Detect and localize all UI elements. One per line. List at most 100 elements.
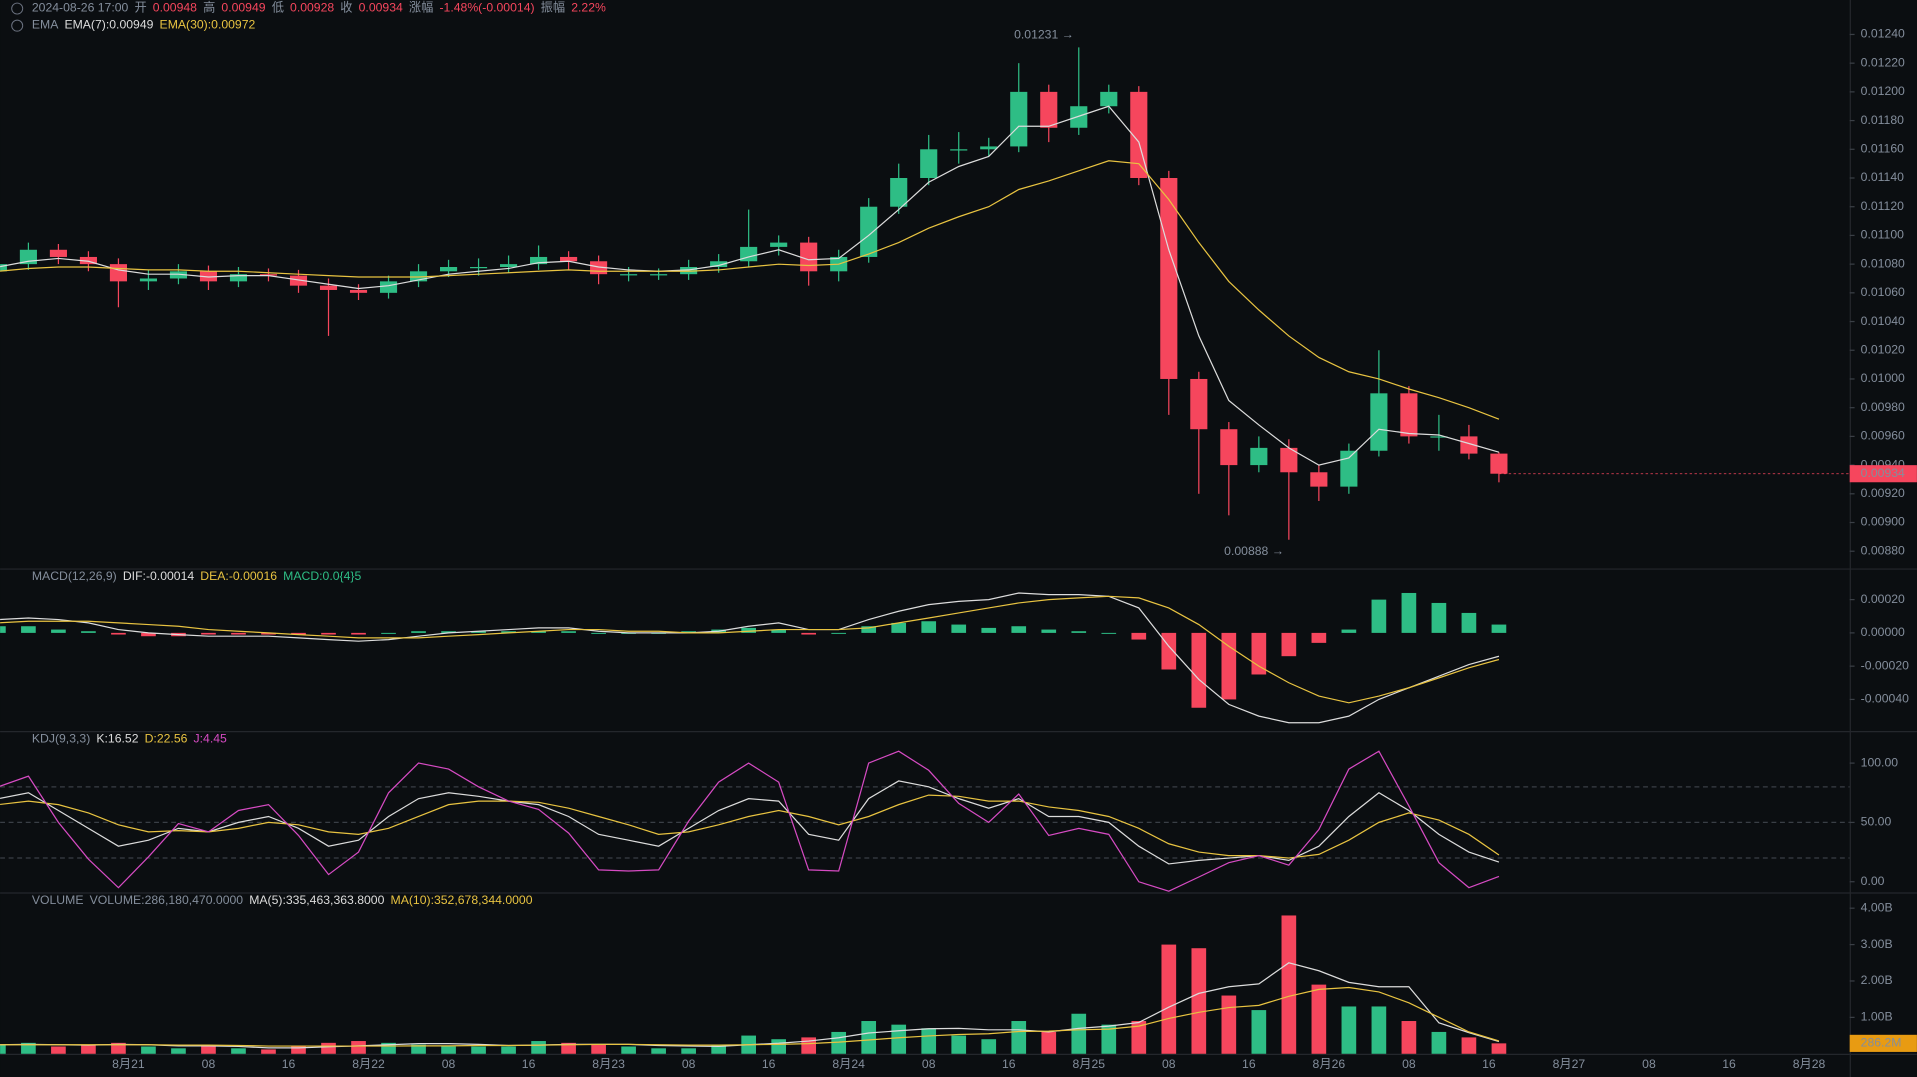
header-item: 2024-08-26 17:00 (32, 1, 129, 15)
y-tick-label: 0.01000 (1861, 371, 1905, 385)
x-tick-label: 16 (282, 1057, 296, 1071)
volume-bar (1251, 1010, 1267, 1054)
macd-bar (981, 627, 997, 633)
macd-bar (1491, 624, 1507, 633)
x-tick-label: 08 (1402, 1057, 1416, 1071)
y-tick-label: -0.00040 (1861, 692, 1909, 706)
candle-body (49, 249, 67, 257)
x-tick-label: 16 (762, 1057, 776, 1071)
volume-bar (531, 1041, 546, 1054)
volume-bar (1401, 1021, 1417, 1054)
x-tick-label: 8月21 (112, 1057, 145, 1071)
high-annotation: 0.01231 → (1014, 27, 1074, 41)
y-tick-label: 0.01220 (1861, 55, 1905, 69)
macd-bar (771, 629, 787, 633)
candle-body (1340, 450, 1358, 487)
y-tick-label: 0.01040 (1861, 314, 1905, 328)
header-item: 振幅 (541, 0, 565, 15)
macd-bar (111, 632, 126, 635)
candle-body (1490, 453, 1508, 474)
macd-bar (441, 631, 456, 633)
volume-bar (201, 1046, 216, 1054)
macd-bar (1131, 632, 1147, 640)
indicator-line (0, 986, 1500, 1047)
macd-bar (801, 632, 817, 635)
candle-body (259, 274, 278, 276)
volume-bar (651, 1048, 666, 1054)
collapse-icon[interactable] (11, 2, 24, 15)
x-tick-label: 08 (1162, 1057, 1176, 1071)
indicator-line (0, 780, 1500, 865)
volume-bar (1221, 995, 1237, 1054)
candle-body (199, 271, 218, 282)
volume-bar (171, 1048, 186, 1054)
y-tick-label: 2.00B (1861, 973, 1893, 987)
candle-body (289, 275, 308, 286)
volume-tag-label: 286.2M (1861, 1036, 1902, 1050)
collapse-icon[interactable] (11, 19, 24, 32)
last-price-label: 0.00934 (1861, 466, 1905, 480)
macd-bar (81, 631, 96, 633)
candle-body (530, 256, 548, 265)
x-tick-label: 8月26 (1313, 1057, 1346, 1071)
header: MACD(12,26,9) DIF:-0.00014 DEA:-0.00016 MAC… (32, 569, 362, 583)
volume-bar (0, 1044, 6, 1054)
header-item: DIF:-0.00014 (123, 569, 195, 583)
volume-bar (1161, 944, 1177, 1054)
volume-bar (981, 1039, 997, 1054)
y-tick-label: 50.00 (1861, 815, 1892, 829)
candle-body (1400, 393, 1418, 437)
candle-body (1040, 91, 1058, 128)
header: 2024-08-26 17:00 开 0.00948 高 0.00949 低 0.00928… (32, 0, 606, 15)
volume-bar (81, 1044, 96, 1054)
y-tick-label: 0.00020 (1861, 592, 1905, 606)
header-item: EMA(7):0.00949 (64, 18, 153, 32)
volume-bar (21, 1042, 36, 1054)
header-item: 0.00934 (359, 1, 403, 15)
macd-bar (1281, 632, 1297, 657)
y-tick-label: 0.01200 (1861, 84, 1905, 98)
candle-body (1070, 106, 1088, 128)
volume-bar (681, 1048, 696, 1054)
x-tick-label: 16 (1242, 1057, 1256, 1071)
header-item: 2.22% (571, 1, 606, 15)
macd-bar (831, 632, 847, 634)
volume-bar (351, 1041, 366, 1054)
x-tick-label: 8月27 (1553, 1057, 1586, 1071)
header-item: EMA(30):0.00972 (160, 18, 256, 32)
macd-bar (501, 631, 516, 633)
macd-bar (531, 631, 546, 633)
header-item: MACD:0.0{4}5 (283, 569, 361, 583)
y-tick-label: 0.00000 (1861, 625, 1905, 639)
header-item: 0.00949 (221, 1, 265, 15)
indicator-line (0, 750, 1500, 892)
macd-bar (1401, 592, 1417, 633)
candle-body (800, 242, 818, 272)
macd-bar (561, 631, 576, 633)
volume-bar (771, 1039, 787, 1054)
volume-bar (231, 1048, 246, 1054)
volume-bar (1371, 1006, 1387, 1054)
volume-bar (1101, 1024, 1117, 1054)
x-tick-label: 8月25 (1072, 1057, 1105, 1071)
volume-bar (561, 1042, 576, 1054)
x-tick-label: 08 (922, 1057, 936, 1071)
x-tick-label: 8月22 (352, 1057, 385, 1071)
candle-body (1190, 378, 1208, 430)
x-tick-label: 08 (1642, 1057, 1656, 1071)
macd-bar (591, 632, 606, 634)
y-tick-label: 0.01240 (1861, 27, 1905, 41)
candle-body (1160, 177, 1178, 379)
candle-body (470, 266, 488, 269)
volume-bar (441, 1046, 456, 1054)
candle-body (680, 266, 698, 275)
candle-body (139, 278, 158, 282)
volume-bar (951, 1035, 967, 1054)
plot-area (0, 47, 1850, 1054)
macd-bar (351, 632, 366, 635)
y-tick-label: 0.00960 (1861, 429, 1905, 443)
header-item: 低 (272, 1, 284, 15)
y-tick-label: 0.01120 (1861, 199, 1904, 213)
